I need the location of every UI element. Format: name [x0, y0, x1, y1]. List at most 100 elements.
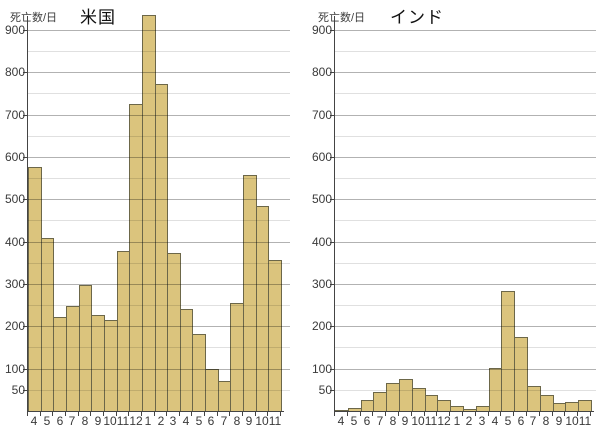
gridline-major-700: [335, 115, 596, 116]
x-tick-5: [90, 412, 91, 416]
x-tick-9: [141, 412, 142, 416]
gridline-minor-350: [28, 263, 290, 264]
x-tick-10: [154, 412, 155, 416]
x-tick-13: [500, 412, 501, 416]
us-y-axis-unit-label: 死亡数/日: [10, 12, 58, 24]
y-tick-50: [330, 390, 334, 391]
x-tick-15: [526, 412, 527, 416]
x-tick-label-9: 9: [94, 414, 102, 428]
x-tick-3: [372, 412, 373, 416]
y-tick-800: [23, 72, 27, 73]
x-tick-20: [280, 412, 281, 416]
us-chart-title: 米国: [80, 8, 116, 27]
x-tick-label-5: 5: [504, 414, 512, 428]
bar-month-7: [373, 392, 387, 412]
y-tick-500: [23, 199, 27, 200]
x-tick-label-2: 2: [465, 414, 473, 428]
y-tick-700: [330, 115, 334, 116]
gridline-minor-450: [28, 220, 290, 221]
x-tick-label-8: 8: [542, 414, 550, 428]
y-tick-600: [330, 157, 334, 158]
gridline-minor-850: [335, 51, 596, 52]
y-tick-100: [330, 369, 334, 370]
x-tick-13: [191, 412, 192, 416]
x-tick-label-11: 11: [578, 414, 592, 428]
x-tick-label-8: 8: [233, 414, 241, 428]
x-tick-9: [449, 412, 450, 416]
bar-month-7: [66, 306, 80, 412]
y-tick-900: [330, 30, 334, 31]
bar-month-9: [243, 175, 257, 412]
x-tick-label-6: 6: [207, 414, 215, 428]
x-tick-5: [398, 412, 399, 416]
x-tick-0: [27, 412, 28, 416]
gridline-minor-50: [335, 390, 596, 391]
x-axis-line: [27, 411, 284, 412]
x-tick-label-1: 1: [453, 414, 461, 428]
bar-month-8: [386, 383, 400, 412]
x-tick-8: [436, 412, 437, 416]
x-tick-1: [347, 412, 348, 416]
x-tick-12: [488, 412, 489, 416]
gridline-minor-650: [28, 136, 290, 137]
x-tick-label-9: 9: [245, 414, 253, 428]
x-tick-15: [217, 412, 218, 416]
gridline-major-200: [28, 326, 290, 327]
x-tick-label-6: 6: [56, 414, 64, 428]
bar-month-8: [540, 395, 554, 412]
bar-month-8: [230, 303, 244, 412]
x-tick-label-7: 7: [68, 414, 76, 428]
bar-month-6: [53, 317, 67, 412]
bar-month-6: [514, 337, 528, 412]
y-tick-700: [23, 115, 27, 116]
x-tick-11: [475, 412, 476, 416]
x-tick-12: [179, 412, 180, 416]
y-tick-200: [330, 326, 334, 327]
x-tick-label-10: 10: [103, 414, 117, 428]
y-tick-label-900: 900: [311, 23, 332, 37]
gridline-major-400: [28, 242, 290, 243]
y-tick-label-300: 300: [4, 277, 25, 291]
gridline-major-500: [335, 199, 596, 200]
gridline-major-800: [28, 72, 290, 73]
x-tick-label-7: 7: [220, 414, 228, 428]
y-tick-label-300: 300: [311, 277, 332, 291]
gridline-major-500: [28, 199, 290, 200]
gridline-minor-250: [335, 305, 596, 306]
y-tick-200: [23, 326, 27, 327]
gridline-minor-50: [28, 390, 290, 391]
gridline-major-600: [335, 157, 596, 158]
y-tick-label-200: 200: [4, 319, 25, 333]
x-tick-17: [242, 412, 243, 416]
x-tick-label-4: 4: [182, 414, 190, 428]
y-axis-line: [27, 16, 28, 412]
y-tick-label-100: 100: [4, 362, 25, 376]
y-tick-label-600: 600: [311, 150, 332, 164]
x-tick-4: [385, 412, 386, 416]
x-tick-label-3: 3: [478, 414, 486, 428]
bar-month-10: [412, 388, 426, 412]
y-tick-100: [23, 369, 27, 370]
y-axis-line: [334, 16, 335, 412]
gridline-major-600: [28, 157, 290, 158]
x-tick-2: [52, 412, 53, 416]
y-tick-label-500: 500: [4, 192, 25, 206]
gridline-major-400: [335, 242, 596, 243]
gridline-minor-150: [335, 347, 596, 348]
bar-month-10: [104, 320, 118, 412]
gridline-major-800: [335, 72, 596, 73]
x-tick-17: [552, 412, 553, 416]
gridline-major-100: [335, 369, 596, 370]
x-tick-14: [513, 412, 514, 416]
x-tick-label-7: 7: [376, 414, 384, 428]
bar-month-5: [501, 291, 515, 412]
gridline-minor-650: [335, 136, 596, 137]
x-tick-10: [462, 412, 463, 416]
gridline-major-100: [28, 369, 290, 370]
y-tick-500: [330, 199, 334, 200]
x-axis-line: [334, 411, 594, 412]
gridline-major-200: [335, 326, 596, 327]
x-tick-2: [360, 412, 361, 416]
x-tick-label-11: 11: [424, 414, 438, 428]
